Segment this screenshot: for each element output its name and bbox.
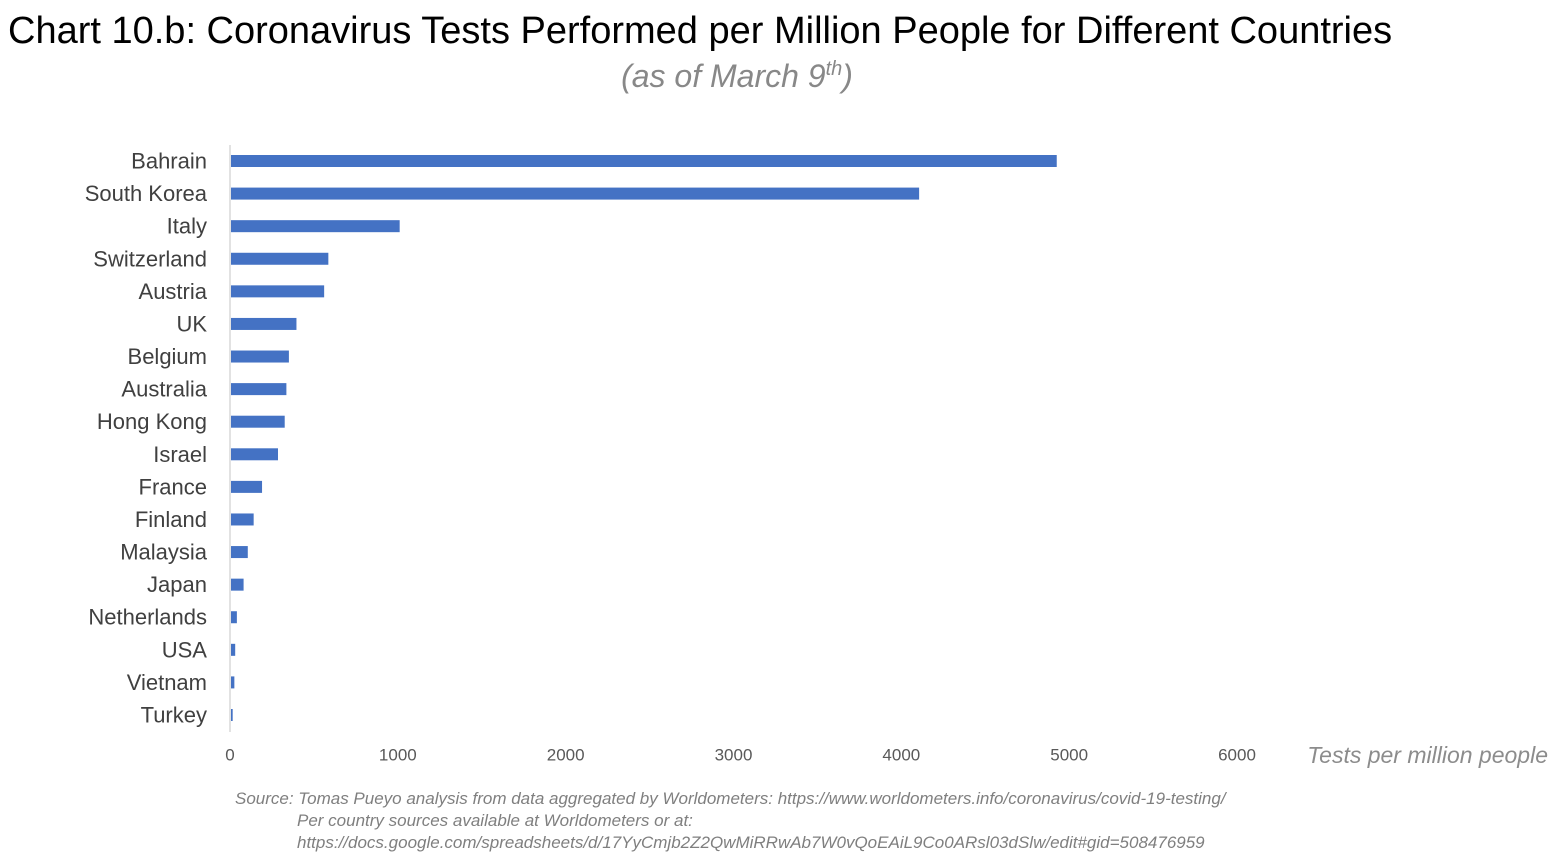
bar-france [231,480,263,493]
bar-finland [231,513,254,526]
category-label: Malaysia [120,540,208,565]
subtitle-ordinal-suffix: th [825,58,843,80]
category-label: UK [176,311,207,336]
source-line-3: https://docs.google.com/spreadsheets/d/1… [297,833,1205,852]
category-label: Australia [121,377,207,402]
bar-south-korea [231,187,920,200]
category-label: USA [162,637,208,662]
x-tick-label: 4000 [882,746,920,765]
category-label: Japan [147,572,207,597]
category-label: Vietnam [127,670,207,695]
chart-title: Chart 10.b: Coronavirus Tests Performed … [8,10,1393,52]
bar-uk [231,317,297,330]
bar-netherlands [231,611,237,624]
chart-subtitle: (as of March 9th) [0,56,1474,96]
x-axis-label: Tests per million people [1307,742,1548,768]
source-line-1: Source: Tomas Pueyo analysis from data a… [235,789,1226,808]
category-label: Austria [139,279,208,304]
x-tick-label: 6000 [1218,746,1256,765]
bar-malaysia [231,546,248,559]
category-label: Finland [135,507,207,532]
category-label: Belgium [128,344,207,369]
bar-hong-kong [231,415,285,428]
bar-italy [231,220,400,233]
category-label: Italy [167,214,207,239]
category-label: Bahrain [131,149,207,174]
category-label: Switzerland [93,246,207,271]
bar-australia [231,383,287,396]
bar-bahrain [231,155,1057,167]
x-tick-label: 1000 [379,746,417,765]
x-tick-label: 2000 [547,746,585,765]
bar-belgium [231,350,289,363]
subtitle-text: (as of March 9 [621,58,826,94]
bar-chart: Bahrain South Korea Italy Switzerland Austri… [85,145,1548,768]
x-tick-label: 3000 [715,746,753,765]
bar-vietnam [231,676,235,689]
source-line-2: Per country sources available at Worldom… [297,811,693,830]
bar-usa [231,643,236,656]
bar-turkey [231,709,233,721]
category-label: South Korea [85,181,208,206]
category-label: France [139,474,207,499]
x-tick-label: 5000 [1050,746,1088,765]
bar-austria [231,285,325,298]
subtitle-close-paren: ) [842,58,853,94]
category-label: Hong Kong [97,409,207,434]
bar-japan [231,578,244,591]
bar-switzerland [231,252,329,265]
category-label: Netherlands [88,605,207,630]
category-label: Israel [153,442,207,467]
bar-israel [231,448,278,461]
source-note: Source: Tomas Pueyo analysis from data a… [235,788,1226,854]
category-label: Turkey [141,703,207,728]
x-tick-label: 0 [225,746,234,765]
